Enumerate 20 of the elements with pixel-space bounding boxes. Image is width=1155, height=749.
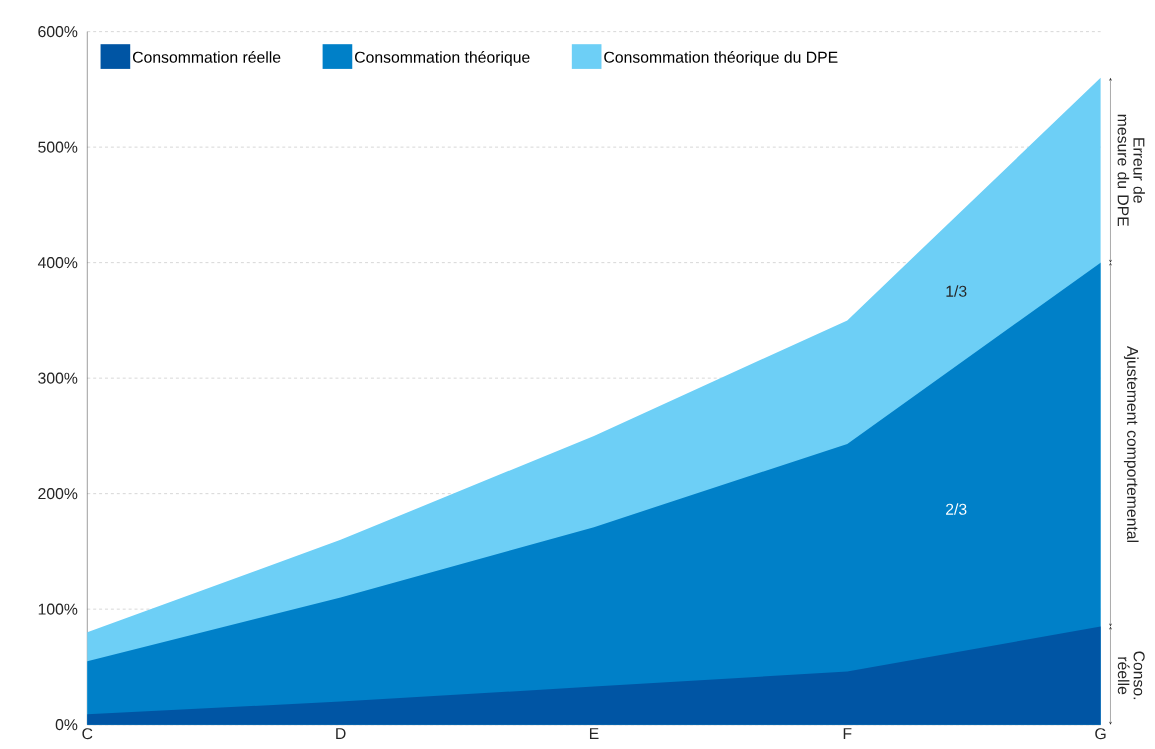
- y-tick-label: 100%: [38, 603, 78, 615]
- y-tick-label: 200%: [38, 487, 78, 500]
- x-tick-label: C: [82, 727, 93, 740]
- legend-label: Consommation théorique du DPE: [604, 50, 838, 66]
- annotation: 1/3: [946, 285, 967, 297]
- y-tick-label: 500%: [38, 141, 78, 153]
- y-tick-label: 0%: [55, 718, 78, 731]
- x-tick-label: D: [336, 727, 346, 739]
- x-tick-label: E: [589, 727, 599, 739]
- x-tick-label: G: [1095, 727, 1106, 740]
- legend-label: Consommation théorique: [355, 50, 530, 66]
- y-tick-label: 400%: [37, 256, 78, 269]
- y-tick-label: 300%: [38, 372, 78, 384]
- annotation: 2/3: [946, 503, 967, 515]
- text: Ajustement comportemental: [1123, 345, 1139, 542]
- text: Conso. réelle: [1117, 651, 1145, 699]
- legend-label: Consommation réelle: [132, 50, 281, 63]
- x-tick-label: F: [843, 727, 852, 739]
- text: Erreur de mesure du DPE: [1117, 114, 1145, 226]
- y-tick-label: 600%: [38, 25, 78, 38]
